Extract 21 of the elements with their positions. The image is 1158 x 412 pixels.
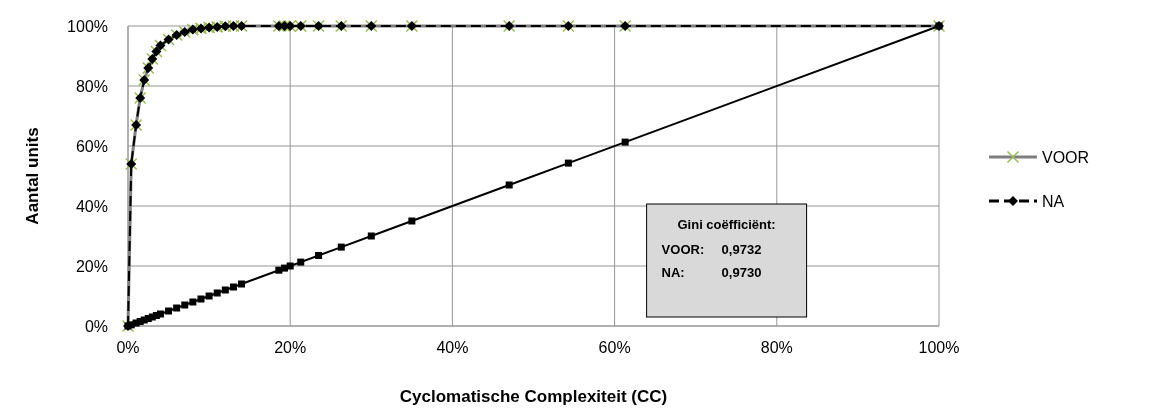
annotation: NA: <box>661 265 685 280</box>
x-tick-label: 0% <box>116 339 140 356</box>
annotation: 0,9732 <box>721 242 762 257</box>
annotation: VOOR: <box>661 242 705 257</box>
annotation: 0,9730 <box>721 265 762 280</box>
x-tick-label: 40% <box>436 339 469 356</box>
annotation: Gini coëfficiënt: <box>677 217 776 232</box>
y-tick-label: 80% <box>75 78 108 95</box>
y-tick-label: 60% <box>75 138 108 155</box>
x-tick-label: 80% <box>760 339 793 356</box>
y-tick-label: 40% <box>75 198 108 215</box>
x-axis-title: Cyclomatische Complexiteit (CC) <box>399 387 668 406</box>
legend-label: NA <box>1042 193 1065 210</box>
x-tick-label: 100% <box>918 339 960 356</box>
legend-label: VOOR <box>1042 149 1090 166</box>
x-tick-label: 20% <box>274 339 307 356</box>
y-tick-label: 0% <box>84 318 108 335</box>
y-tick-label: 100% <box>67 18 108 35</box>
y-axis-title: Aantal units <box>23 127 42 225</box>
y-tick-label: 20% <box>75 258 108 275</box>
x-tick-label: 60% <box>598 339 631 356</box>
